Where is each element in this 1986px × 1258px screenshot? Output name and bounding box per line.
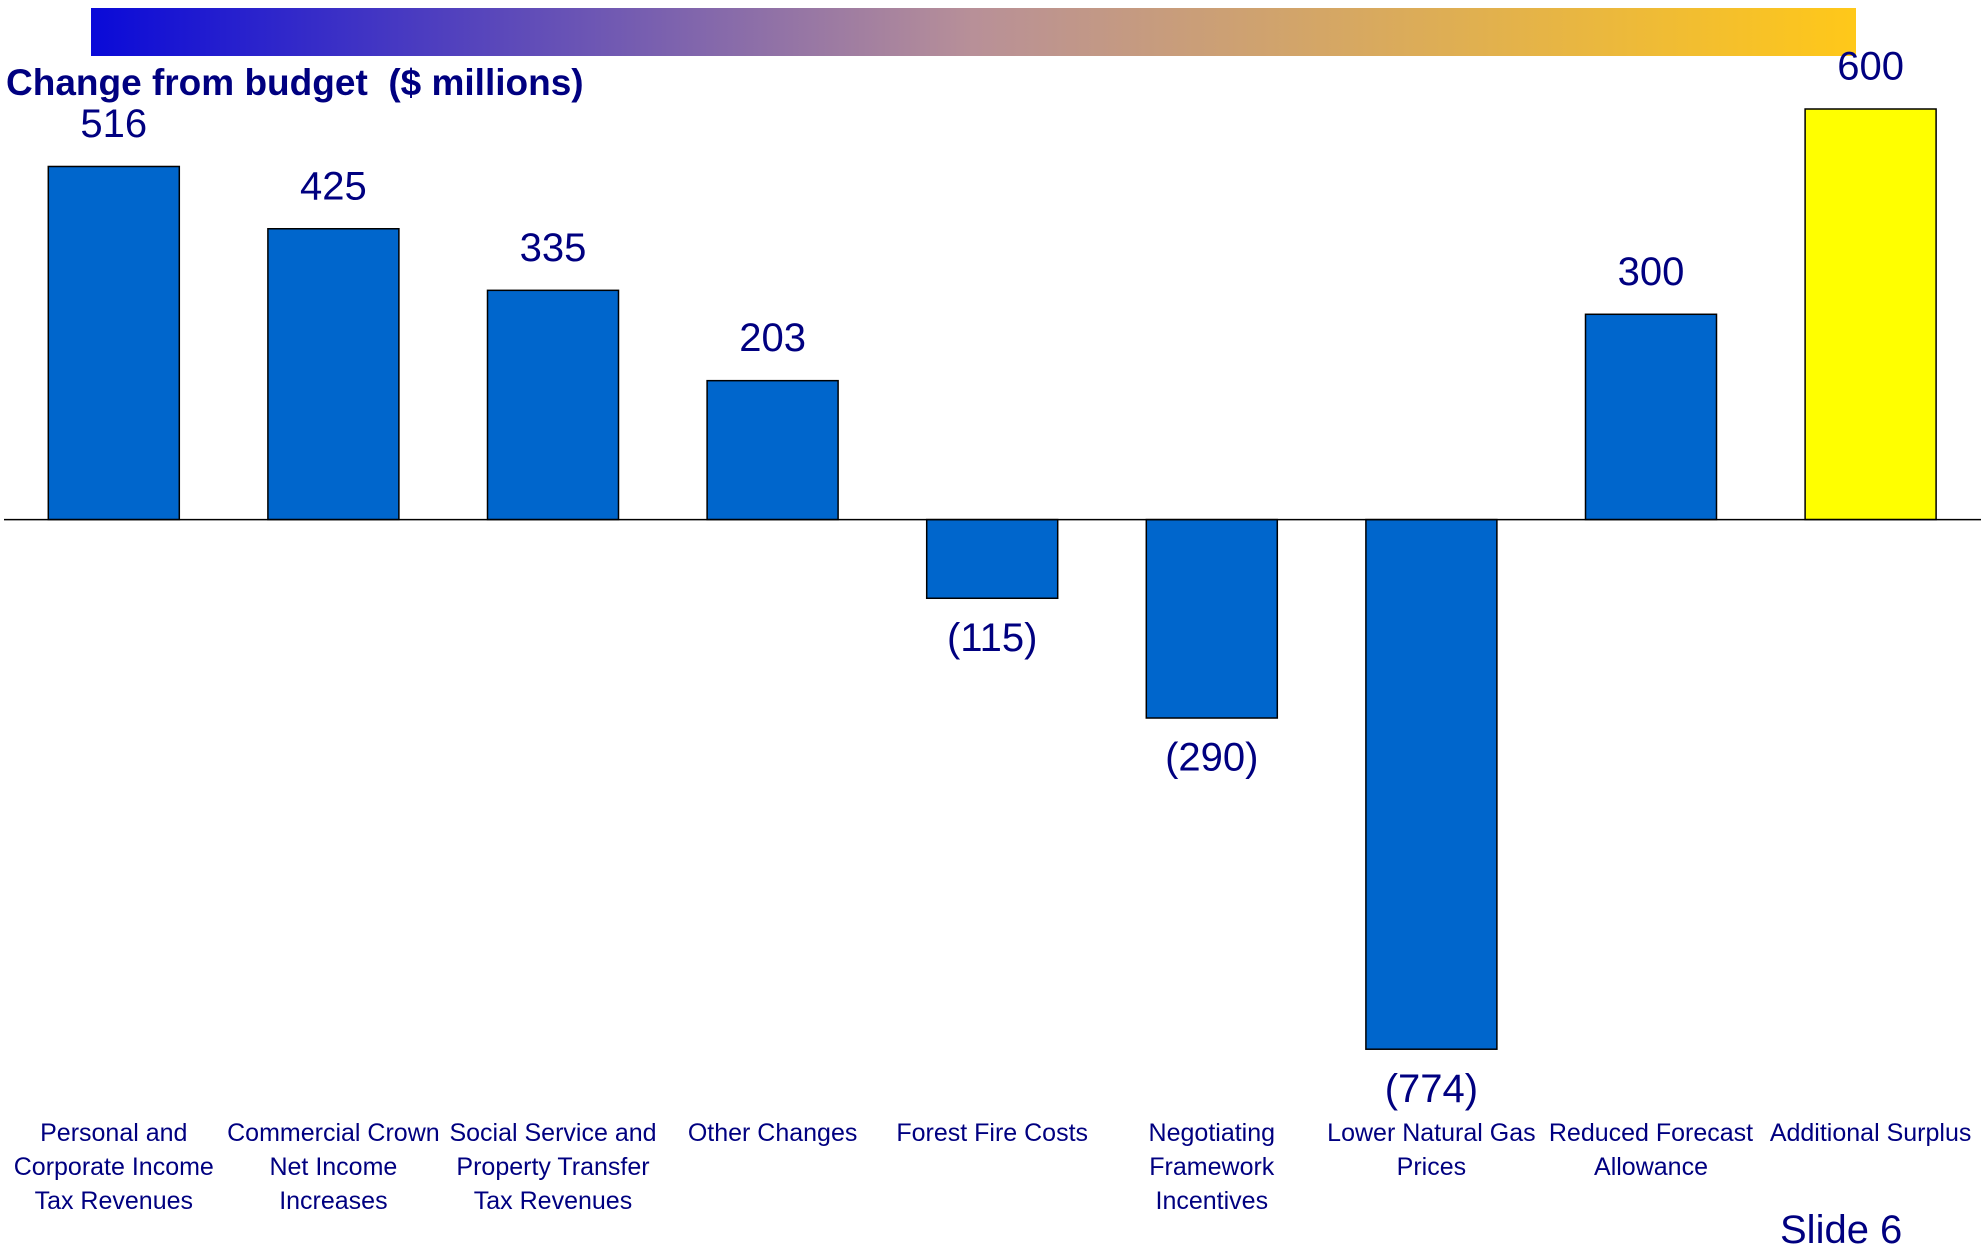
bar: [1145, 518, 1279, 719]
header-band: [91, 8, 1856, 56]
bar: [1365, 518, 1498, 1050]
x-tick-label: Forest Fire Costs: [896, 1119, 1089, 1147]
bar: [486, 289, 620, 521]
value-label: 335: [520, 226, 587, 270]
bar: [47, 165, 181, 521]
value-label: 203: [739, 316, 806, 360]
slide-number: Slide 6: [1780, 1208, 1903, 1252]
x-tick-label: Commercial Crown Net Income Increases: [227, 1119, 440, 1215]
chart-title: Change from budget ($ millions): [6, 62, 584, 103]
value-label: 516: [80, 102, 147, 146]
x-tick-label: Reduced Forecast Allowance: [1548, 1119, 1754, 1181]
x-tick-label: Additional Surplus: [1769, 1119, 1972, 1147]
value-label: (290): [1165, 736, 1258, 780]
x-tick-label: Negotiating Framework Incentives: [1148, 1119, 1276, 1215]
bar: [267, 228, 400, 521]
x-tick-label: Personal and Corporate Income Tax Revenu…: [13, 1119, 214, 1215]
value-label: 425: [300, 164, 367, 208]
x-tick-label: Lower Natural Gas Prices: [1327, 1119, 1536, 1181]
value-label: 300: [1618, 250, 1685, 294]
x-tick-label: Social Service and Property Transfer Tax…: [449, 1119, 657, 1215]
bar: [925, 518, 1059, 600]
value-label: (774): [1385, 1067, 1478, 1111]
x-tick-label: Other Changes: [687, 1119, 858, 1147]
value-label: (115): [947, 616, 1037, 660]
bar: [1584, 313, 1718, 521]
bar: [1804, 108, 1937, 521]
bar: [706, 379, 839, 521]
value-label: 600: [1837, 45, 1904, 89]
